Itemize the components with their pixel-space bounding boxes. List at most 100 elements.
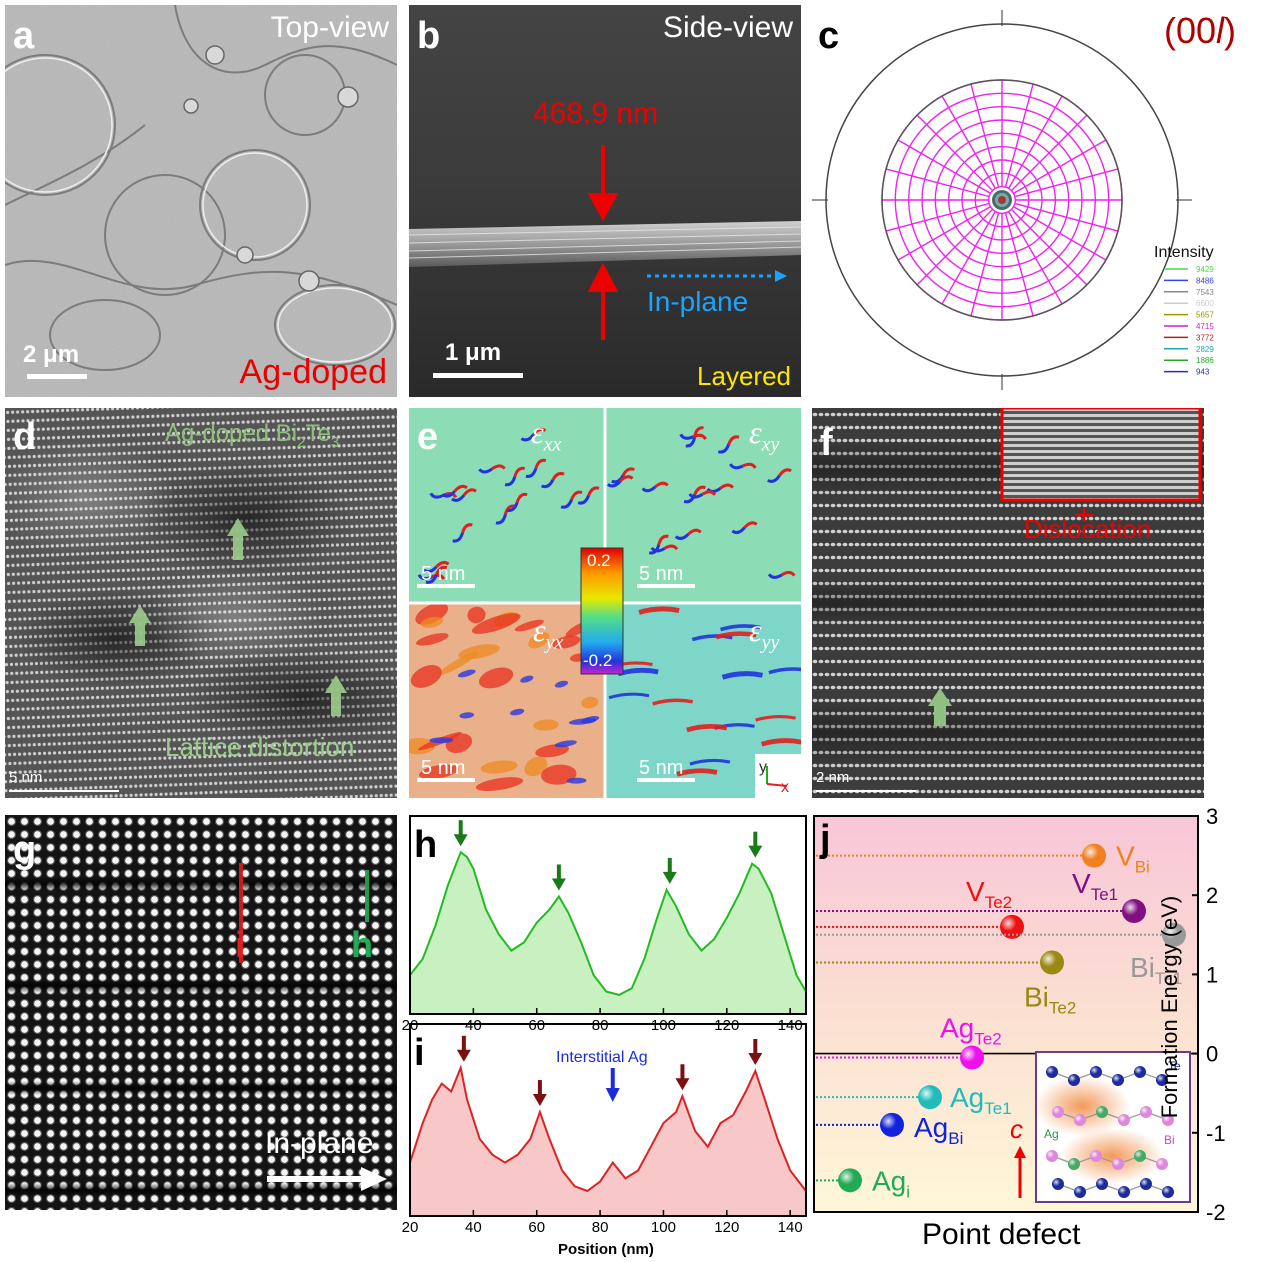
profile-tick-h-100: 100 <box>651 1017 676 1034</box>
profile-line-i <box>409 1064 807 1193</box>
peak-arrow-h-1 <box>551 864 566 891</box>
dislocation-label: Dislocation <box>1024 514 1152 544</box>
hrtem-image-f <box>812 408 1204 798</box>
line-h-label: h <box>351 924 373 965</box>
ag-doped-bi2te3-label: Ag-doped Bi2Te3 <box>165 422 339 450</box>
panel-g-haadf: g i h In-plane <box>5 815 397 1210</box>
profile-tick-i-60: 60 <box>528 1219 545 1236</box>
panel-j-formation-energy: 3 2 1 0 -1 -2 VBi VTe1 VTe2 BiTe1 BiTe2 AgTe2 AgTe1… <box>812 806 1270 1262</box>
colorbar-min: -0.2 <box>583 651 613 670</box>
scale-bar-label-e3: 5 nm <box>421 757 466 779</box>
panel-j-label: j <box>820 818 831 860</box>
energy-y-axis-label: Formation Energy (eV) <box>1157 895 1182 1119</box>
panel-c-pole-figure: 9429 8486 7543 6600 5657 4715 3772 2829 1886 943 … <box>812 5 1267 397</box>
defect-label-Bi-Te2: BiTe2 <box>1024 982 1076 1018</box>
profile-tick-i-100: 100 <box>651 1219 676 1236</box>
scale-bar-label-f: 2 nm <box>816 769 850 786</box>
pole-title-var: l <box>1216 10 1225 51</box>
d-title-pre: Ag-doped Bi <box>165 420 298 447</box>
profile-tick-i-140: 140 <box>778 1219 803 1236</box>
in-plane-label-b: In-plane <box>647 286 749 317</box>
scale-bar-label-b: 1 μm <box>445 339 502 366</box>
d-title-sub2: 3 <box>330 433 340 451</box>
energy-x-axis-label: Point defect <box>922 1218 1081 1251</box>
peak-arrow-i-2 <box>675 1064 690 1091</box>
interstitial-ag-arrow <box>605 1068 620 1102</box>
scale-bar-label-d: 5 nm <box>9 769 43 786</box>
profile-frame-h <box>409 815 807 1015</box>
strain-xy-label: εxy <box>749 416 779 454</box>
legend-value-8: 1886 <box>1196 356 1214 365</box>
defect-label-V-Te1: VTe1 <box>1072 868 1118 904</box>
scale-bar-label-a: 2 μm <box>23 341 80 368</box>
eps-yx-sym: ε <box>533 612 546 648</box>
defect-label-Ag-i: Agi <box>872 1165 910 1201</box>
eps-yy-sym: ε <box>749 612 762 648</box>
energy-tick--2: -2 <box>1206 1200 1226 1225</box>
eps-xx-sym: ε <box>531 414 544 450</box>
defect-label-V-Bi: VBi <box>1116 841 1150 877</box>
profile-tick-h-140: 140 <box>778 1017 803 1034</box>
c-axis-label: c <box>1010 1114 1023 1144</box>
profile-tick-i-20: 20 <box>402 1219 419 1236</box>
peak-arrow-h-0 <box>453 820 468 847</box>
legend-value-9: 943 <box>1196 368 1210 377</box>
panel-f-label: f <box>820 422 833 464</box>
inset-bi-label: Bi <box>1164 1133 1175 1147</box>
colorbar-max: 0.2 <box>587 551 611 570</box>
legend-value-4: 5657 <box>1196 311 1214 320</box>
profile-line-h <box>409 850 807 996</box>
profile-tick-h-80: 80 <box>592 1017 609 1034</box>
profile-area-i <box>410 1067 806 1216</box>
profile-tick-i-120: 120 <box>714 1219 739 1236</box>
peak-arrow-i-0 <box>456 1035 471 1062</box>
sem-top-view-image <box>5 5 397 397</box>
legend-value-6: 3772 <box>1196 333 1214 342</box>
pole-title-post: ) <box>1224 10 1237 51</box>
hrtem-image-d <box>5 408 397 798</box>
profile-tick-i-80: 80 <box>592 1219 609 1236</box>
profile-tick-h-40: 40 <box>465 1017 482 1034</box>
profile-area-h <box>410 852 806 1014</box>
pole-title-pre: (00 <box>1164 10 1217 51</box>
panel-h-label: h <box>414 824 438 866</box>
legend-value-1: 8486 <box>1196 276 1214 285</box>
eps-xx-sub: xx <box>543 433 562 456</box>
intensity-legend-title: Intensity <box>1154 244 1214 261</box>
panel-a-label: a <box>13 15 35 57</box>
line-i-label: i <box>235 924 246 965</box>
inset-te-label: Te <box>1168 1059 1181 1073</box>
defect-label-Bi-Te1: BiTe1 <box>1130 952 1182 988</box>
energy-tick--1: -1 <box>1206 1121 1226 1146</box>
panel-c-label: c <box>818 15 840 57</box>
legend-value-0: 9429 <box>1196 265 1214 274</box>
legend-value-2: 7543 <box>1196 288 1214 297</box>
side-view-label: Side-view <box>662 11 793 44</box>
haadf-image-g <box>5 815 397 1210</box>
axis-y-label-e: y <box>759 759 767 776</box>
energy-tick-1: 1 <box>1206 962 1218 987</box>
energy-tick-3: 3 <box>1206 806 1218 829</box>
peak-arrow-i-3 <box>748 1038 763 1065</box>
sem-side-view-image <box>409 5 801 397</box>
pole-figure-plot: 9429 8486 7543 6600 5657 4715 3772 2829 1886 943 <box>812 10 1214 390</box>
ag-doped-label: Ag-doped <box>239 353 387 391</box>
panel-a-sem-top-view: a Top-view 2 μm Ag-doped <box>5 5 397 397</box>
energy-tick-0: 0 <box>1206 1042 1218 1067</box>
eps-yy-sub: yy <box>761 631 780 654</box>
profile-frame-i <box>409 1023 807 1217</box>
d-title-mid: Te <box>305 420 331 447</box>
in-plane-label-g: In-plane <box>265 1127 374 1160</box>
pole-figure-title: (00l) <box>1164 13 1236 49</box>
thickness-label: 468.9 nm <box>533 97 659 130</box>
legend-value-3: 6600 <box>1196 299 1214 308</box>
defect-label-Ag-Te2: AgTe2 <box>940 1013 1002 1049</box>
pole-center-spot <box>992 190 1012 210</box>
crystal-structure-inset <box>1034 1051 1191 1203</box>
scale-bar-label-e4: 5 nm <box>639 757 684 779</box>
defect-label-V-Te2: VTe2 <box>966 876 1012 912</box>
panel-d-hrtem: d Ag-doped Bi2Te3 Lattice distortion 5 n… <box>5 408 397 798</box>
strain-yx-label: εyx <box>533 614 563 652</box>
scale-bar-label-e1: 5 nm <box>421 563 466 585</box>
